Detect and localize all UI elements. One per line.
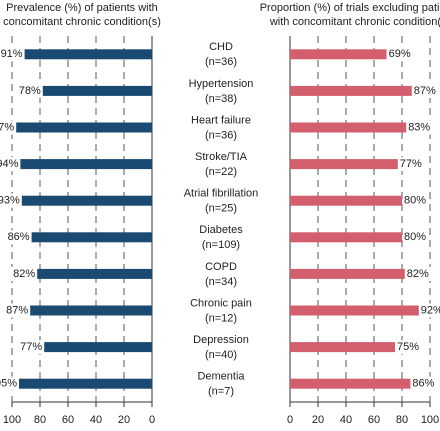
bar	[42, 85, 152, 96]
label-bg	[397, 340, 421, 355]
bar	[24, 49, 153, 60]
category-note: (n=40)	[205, 349, 237, 361]
bar	[37, 268, 153, 279]
value-label: 75%	[397, 341, 419, 353]
value-label: 69%	[389, 48, 411, 60]
label-bg	[404, 193, 428, 208]
value-label: 87%	[6, 304, 28, 316]
bar	[290, 85, 412, 96]
label-bg	[404, 230, 428, 245]
panel-title: with concomitant chronic condition(s)	[269, 16, 440, 28]
category-label: Diabetes	[199, 224, 243, 236]
value-label: 87%	[414, 85, 436, 97]
category-label: Stroke/TIA	[195, 151, 248, 163]
x-tick-label: 100	[3, 414, 21, 426]
label-bg	[399, 157, 424, 172]
category-note: (n=36)	[205, 56, 237, 68]
category-note: (n=38)	[205, 93, 237, 105]
value-label: 78%	[19, 85, 41, 97]
x-tick-label: 20	[118, 414, 130, 426]
value-label: 83%	[408, 121, 430, 133]
bar	[290, 305, 419, 316]
value-label: 86%	[8, 231, 30, 243]
x-tick-label: 40	[340, 414, 352, 426]
label-bg	[413, 83, 438, 98]
value-label: 86%	[412, 378, 434, 390]
label-bg	[412, 376, 437, 391]
value-label: 80%	[404, 231, 426, 243]
value-label: 82%	[13, 268, 35, 280]
value-label: 97%	[0, 121, 14, 133]
x-tick-label: 0	[149, 414, 155, 426]
bar	[16, 122, 153, 133]
value-label: 92%	[421, 304, 440, 316]
bar	[290, 268, 405, 279]
category-note: (n=36)	[205, 129, 237, 141]
category-note: (n=34)	[205, 276, 237, 288]
bar	[290, 232, 402, 243]
category-label: Atrial fibrillation	[184, 188, 259, 200]
bar	[19, 378, 152, 389]
bar	[31, 232, 153, 243]
bar	[20, 159, 153, 170]
x-tick-label: 20	[312, 414, 324, 426]
label-bg	[0, 120, 15, 135]
label-bg	[0, 193, 20, 208]
category-note: (n=25)	[205, 203, 237, 215]
bar	[290, 49, 387, 60]
value-label: 93%	[0, 195, 20, 207]
label-bg	[18, 340, 43, 355]
category-note: (n=7)	[208, 386, 234, 398]
category-label: Chronic pain	[190, 297, 252, 309]
label-bg	[406, 266, 431, 281]
value-label: 95%	[0, 378, 17, 390]
x-tick-label: 80	[34, 414, 46, 426]
label-bg	[4, 303, 29, 318]
label-bg	[408, 120, 433, 135]
value-label: 77%	[400, 158, 422, 170]
bar	[44, 342, 153, 353]
label-bg	[16, 83, 41, 98]
category-label: Depression	[193, 334, 249, 346]
bar	[290, 159, 398, 170]
bar	[290, 378, 411, 389]
value-label: 82%	[407, 268, 429, 280]
panel-title: Proportion (%) of trials excluding patie…	[260, 2, 440, 14]
category-label: Heart failure	[191, 114, 251, 126]
label-bg	[420, 303, 440, 318]
value-label: 91%	[1, 48, 23, 60]
label-bg	[11, 266, 36, 281]
bar	[30, 305, 153, 316]
bar	[21, 195, 152, 206]
label-bg	[0, 157, 19, 172]
bar	[290, 122, 407, 133]
x-tick-label: 80	[396, 414, 408, 426]
value-label: 80%	[404, 195, 426, 207]
category-note: (n=12)	[205, 312, 237, 324]
label-bg	[0, 47, 23, 62]
label-bg	[5, 230, 30, 245]
bar	[290, 195, 402, 206]
category-label: Dementia	[197, 371, 245, 383]
x-tick-label: 60	[62, 414, 74, 426]
x-tick-label: 0	[287, 414, 293, 426]
category-note: (n=109)	[202, 239, 240, 251]
panel-title: concomitant chronic condition(s)	[3, 16, 161, 28]
label-bg	[388, 47, 413, 62]
value-label: 94%	[0, 158, 19, 170]
x-tick-label: 60	[368, 414, 380, 426]
category-label: COPD	[205, 261, 237, 273]
label-bg	[0, 376, 17, 391]
category-note: (n=22)	[205, 166, 237, 178]
category-label: Hypertension	[189, 78, 254, 90]
x-tick-label: 40	[90, 414, 102, 426]
value-label: 77%	[20, 341, 42, 353]
x-tick-label: 100	[421, 414, 439, 426]
bar	[290, 342, 395, 353]
category-label: CHD	[209, 41, 233, 53]
panel-title: Prevalence (%) of patients with	[6, 2, 158, 14]
